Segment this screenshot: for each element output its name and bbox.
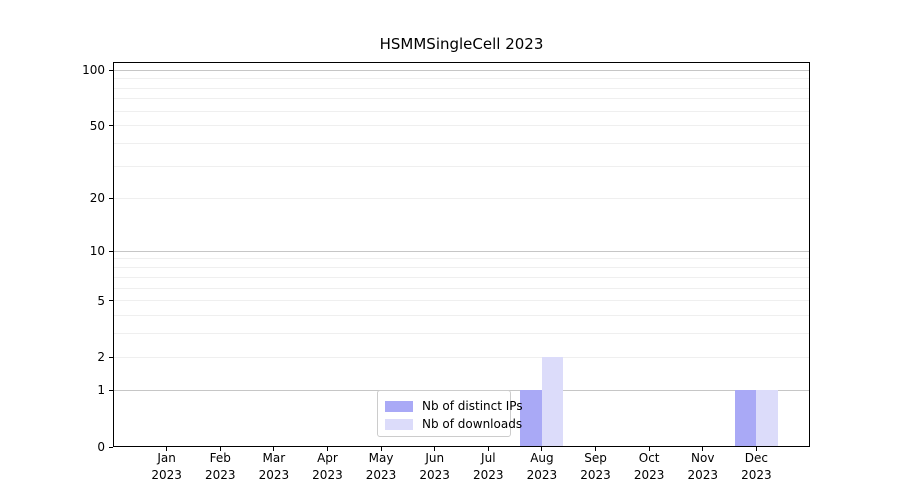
chart-title: HSMMSingleCell 2023 xyxy=(379,35,544,53)
legend-label-downloads: Nb of downloads xyxy=(422,417,523,431)
y-axis-tick-label: 2 xyxy=(97,350,105,365)
y-gridline-minor xyxy=(114,110,809,112)
y-axis-tick-label: 1 xyxy=(97,383,105,398)
bar-distinct-ips xyxy=(734,390,757,446)
x-axis-tick xyxy=(166,447,168,451)
x-axis-tick-label: Jan 2023 xyxy=(151,451,182,482)
y-gridline-minor xyxy=(114,143,809,145)
bar-downloads xyxy=(756,390,778,446)
y-gridline-minor xyxy=(114,276,809,278)
legend-item-downloads: Nb of downloads xyxy=(385,415,522,433)
x-axis-tick xyxy=(702,447,704,451)
x-axis-tick-label: Sep 2023 xyxy=(580,451,611,482)
x-axis-tick xyxy=(595,447,597,451)
x-axis-tick xyxy=(541,447,543,451)
y-gridline-minor xyxy=(114,333,809,335)
y-gridline-minor xyxy=(114,267,809,268)
y-gridline-minor xyxy=(114,287,809,289)
x-axis-tick xyxy=(273,447,275,451)
x-axis-tick xyxy=(380,447,382,451)
y-gridline-minor xyxy=(114,78,809,80)
x-axis-tick-label: Aug 2023 xyxy=(526,451,558,482)
legend-swatch-downloads xyxy=(385,418,413,430)
y-gridline-minor xyxy=(114,356,809,358)
bar-downloads xyxy=(541,357,564,446)
x-axis-tick xyxy=(219,447,221,451)
y-gridline-minor xyxy=(114,258,809,260)
x-axis-tick-label: Dec 2023 xyxy=(741,451,772,482)
legend-item-distinct-ips: Nb of distinct IPs xyxy=(385,397,523,415)
x-axis-tick-label: Apr 2023 xyxy=(312,451,343,482)
x-axis-tick-label: Nov 2023 xyxy=(687,451,719,482)
x-axis-tick-label: Feb 2023 xyxy=(204,451,236,482)
x-axis-tick-label: Jul 2023 xyxy=(473,451,504,482)
bar-distinct-ips xyxy=(520,390,542,446)
y-gridline-minor xyxy=(114,165,809,167)
x-axis-tick-label: Oct 2023 xyxy=(633,451,665,482)
x-axis-tick-label: May 2023 xyxy=(365,451,397,482)
legend-swatch-distinct-ips xyxy=(385,400,413,412)
y-axis-tick xyxy=(109,69,113,71)
y-axis-tick-label: 50 xyxy=(89,118,105,133)
y-gridline-major xyxy=(114,250,809,252)
x-axis-tick xyxy=(326,447,328,451)
y-axis-tick-label: 5 xyxy=(97,293,105,308)
chart-legend: Nb of distinct IPs Nb of downloads xyxy=(377,390,523,437)
y-axis-tick xyxy=(109,356,113,358)
y-axis-tick xyxy=(109,250,113,252)
y-gridline-minor xyxy=(114,315,809,317)
x-axis-tick xyxy=(487,447,489,451)
y-gridline-minor xyxy=(114,125,809,127)
y-gridline-minor xyxy=(114,300,809,302)
y-axis-tick xyxy=(109,300,113,302)
x-axis-tick-label: Mar 2023 xyxy=(258,451,290,482)
y-axis-tick-label: 20 xyxy=(89,191,105,206)
x-axis-tick-label: Jun 2023 xyxy=(419,451,450,482)
y-gridline-minor xyxy=(114,98,809,100)
y-axis-tick-label: 0 xyxy=(97,440,105,454)
y-gridline-minor xyxy=(114,87,809,89)
x-axis-tick xyxy=(755,447,757,451)
x-axis-tick xyxy=(648,447,650,451)
y-axis-tick xyxy=(109,389,113,391)
y-axis-tick xyxy=(109,446,113,448)
y-gridline-minor xyxy=(114,197,809,199)
legend-label-distinct-ips: Nb of distinct IPs xyxy=(422,399,523,413)
y-gridline-major xyxy=(114,69,809,71)
y-axis-tick-label: 10 xyxy=(89,244,105,259)
y-axis-tick xyxy=(109,197,113,199)
y-axis-tick xyxy=(109,125,113,127)
x-axis-tick xyxy=(434,447,436,451)
y-axis-tick-label: 100 xyxy=(82,63,105,77)
